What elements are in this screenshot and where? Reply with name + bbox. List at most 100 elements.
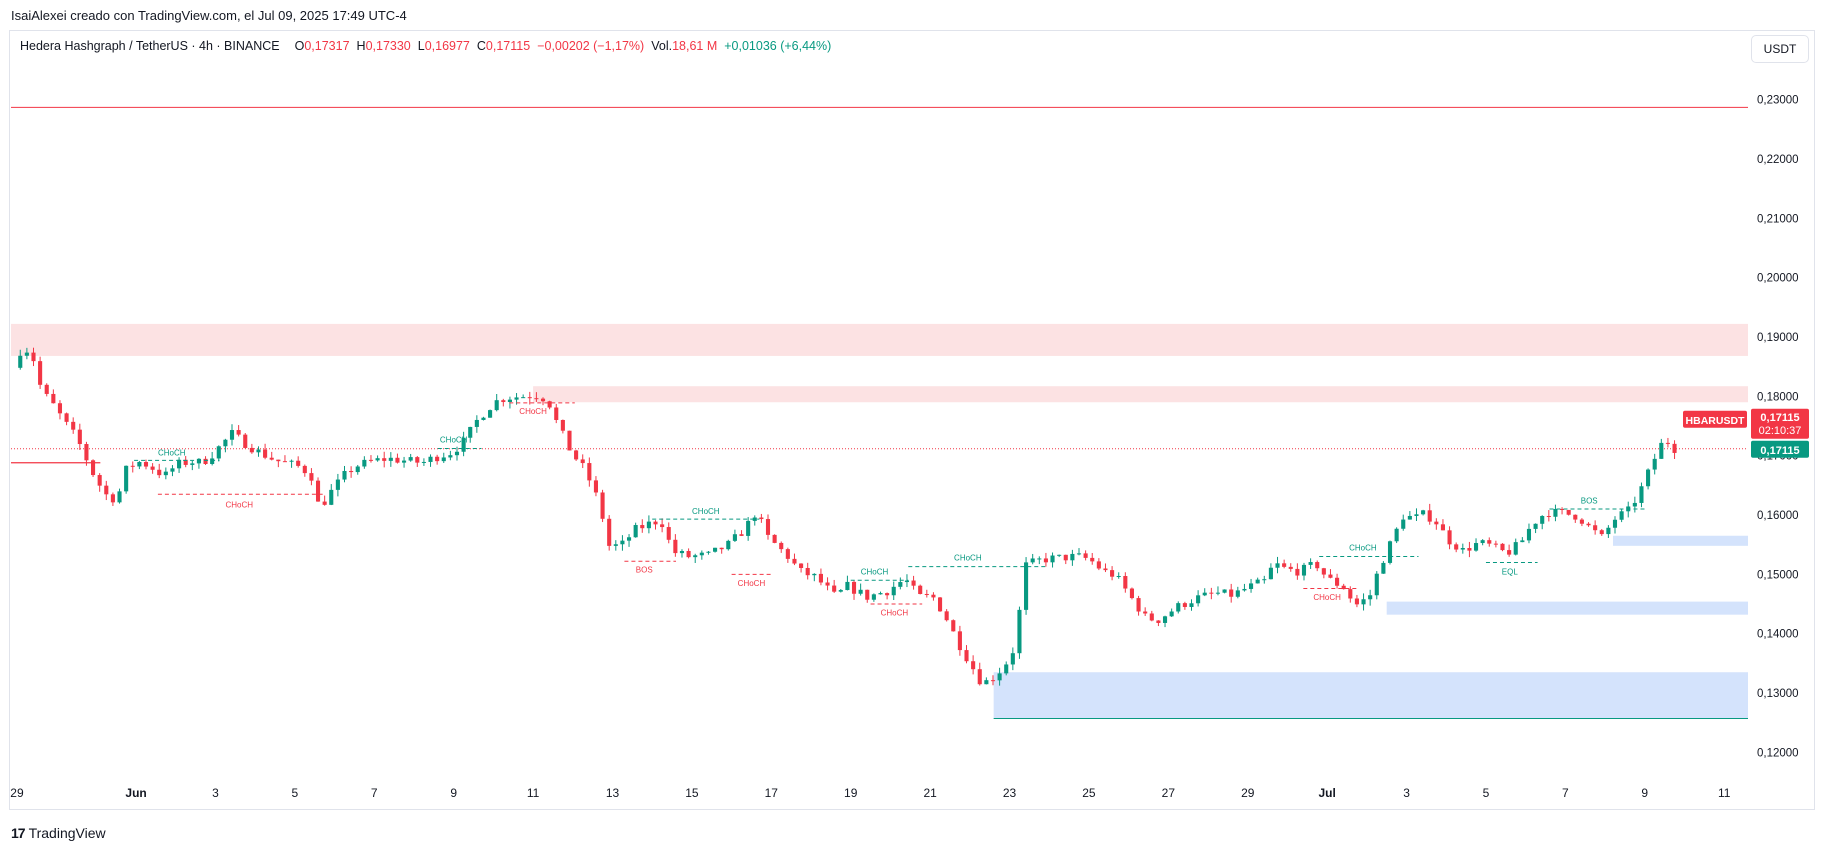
candle-body[interactable] <box>1526 528 1532 541</box>
candle-body[interactable] <box>1315 562 1320 569</box>
candle-body[interactable] <box>1136 598 1141 612</box>
candle-body[interactable] <box>157 469 162 476</box>
candle-body[interactable] <box>534 398 539 400</box>
candle-body[interactable] <box>243 434 248 448</box>
candle-body[interactable] <box>1156 620 1161 623</box>
candle-body[interactable] <box>904 580 910 583</box>
candle-body[interactable] <box>554 407 559 420</box>
candle-body[interactable] <box>1665 442 1670 444</box>
candle-body[interactable] <box>746 520 751 536</box>
candle-body[interactable] <box>1301 564 1307 576</box>
candle-body[interactable] <box>1672 443 1677 453</box>
candle-body[interactable] <box>263 449 268 458</box>
candle-body[interactable] <box>71 421 76 430</box>
candle-body[interactable] <box>177 459 182 469</box>
candle-body[interactable] <box>203 458 208 464</box>
candle-body[interactable] <box>1222 589 1227 593</box>
candle-body[interactable] <box>1652 458 1657 470</box>
candle-body[interactable] <box>1010 653 1015 665</box>
candle-body[interactable] <box>1050 555 1055 563</box>
candle-body[interactable] <box>1096 561 1101 569</box>
candle-body[interactable] <box>851 581 857 594</box>
candle-body[interactable] <box>825 582 830 586</box>
candle-body[interactable] <box>660 524 665 528</box>
candle-body[interactable] <box>693 555 698 558</box>
candle-body[interactable] <box>196 458 201 464</box>
candle-body[interactable] <box>249 447 254 453</box>
candle-body[interactable] <box>580 459 585 464</box>
candle-body[interactable] <box>653 521 658 525</box>
candle-body[interactable] <box>1606 527 1611 535</box>
candle-body[interactable] <box>276 459 281 462</box>
candle-body[interactable] <box>640 525 645 529</box>
candle-body[interactable] <box>1533 523 1538 529</box>
candle-body[interactable] <box>1209 592 1214 594</box>
candle-body[interactable] <box>1646 469 1651 487</box>
symbol-title[interactable]: Hedera Hashgraph / TetherUS · 4h · BINAN… <box>20 39 280 53</box>
candle-body[interactable] <box>97 475 102 486</box>
candle-body[interactable] <box>666 527 671 540</box>
candle-body[interactable] <box>772 534 777 543</box>
candle-body[interactable] <box>1487 540 1492 544</box>
candle-body[interactable] <box>792 558 797 564</box>
candle-body[interactable] <box>858 589 863 594</box>
candle-body[interactable] <box>421 461 426 463</box>
candle-body[interactable] <box>1328 574 1333 578</box>
candle-body[interactable] <box>494 400 499 411</box>
candle-body[interactable] <box>885 593 890 596</box>
candle-body[interactable] <box>1639 486 1644 503</box>
candle-body[interactable] <box>818 573 823 583</box>
candle-body[interactable] <box>104 485 109 495</box>
candle-body[interactable] <box>84 444 89 461</box>
candle-body[interactable] <box>170 468 175 472</box>
candle-body[interactable] <box>1103 568 1108 571</box>
candle-body[interactable] <box>1467 548 1472 551</box>
candle-body[interactable] <box>1235 590 1240 597</box>
candle-body[interactable] <box>362 459 367 467</box>
candle-body[interactable] <box>567 430 572 451</box>
candle-body[interactable] <box>1454 544 1459 550</box>
candle-body[interactable] <box>1599 530 1604 535</box>
candle-body[interactable] <box>223 439 228 447</box>
candle-body[interactable] <box>1162 616 1168 623</box>
candle-body[interactable] <box>1361 599 1366 605</box>
candle-body[interactable] <box>521 397 526 399</box>
candle-body[interactable] <box>574 450 579 460</box>
candle-body[interactable] <box>256 449 261 453</box>
candle-body[interactable] <box>488 410 493 418</box>
candle-body[interactable] <box>540 398 546 402</box>
candle-body[interactable] <box>1593 525 1598 531</box>
candle-body[interactable] <box>322 501 327 505</box>
candle-body[interactable] <box>1321 568 1326 575</box>
candle-body[interactable] <box>44 384 49 394</box>
candle-body[interactable] <box>911 580 916 586</box>
candle-body[interactable] <box>1182 603 1187 607</box>
candle-body[interactable] <box>1447 530 1452 545</box>
candle-body[interactable] <box>1493 543 1498 545</box>
candle-body[interactable] <box>329 489 334 505</box>
candle-body[interactable] <box>402 460 407 463</box>
candle-body[interactable] <box>296 460 301 466</box>
candle-body[interactable] <box>395 457 400 463</box>
candle-body[interactable] <box>1632 502 1637 507</box>
candle-body[interactable] <box>1659 442 1664 459</box>
candle-body[interactable] <box>964 650 969 662</box>
candle-body[interactable] <box>1553 508 1558 517</box>
candle-body[interactable] <box>1288 566 1293 569</box>
candle-body[interactable] <box>1229 589 1234 597</box>
candle-body[interactable] <box>1566 509 1571 515</box>
candle-body[interactable] <box>1076 553 1082 555</box>
candle-body[interactable] <box>1341 585 1346 590</box>
candle-body[interactable] <box>388 457 393 461</box>
candle-body[interactable] <box>1421 510 1426 515</box>
candle-body[interactable] <box>878 593 883 595</box>
candle-body[interactable] <box>1308 562 1313 565</box>
candle-body[interactable] <box>415 457 420 463</box>
candle-body[interactable] <box>1407 515 1412 520</box>
candle-body[interactable] <box>91 460 96 476</box>
candle-body[interactable] <box>1176 603 1181 612</box>
candle-body[interactable] <box>626 537 632 541</box>
candle-body[interactable] <box>600 492 605 519</box>
candle-body[interactable] <box>1295 568 1300 576</box>
candle-body[interactable] <box>918 585 923 594</box>
